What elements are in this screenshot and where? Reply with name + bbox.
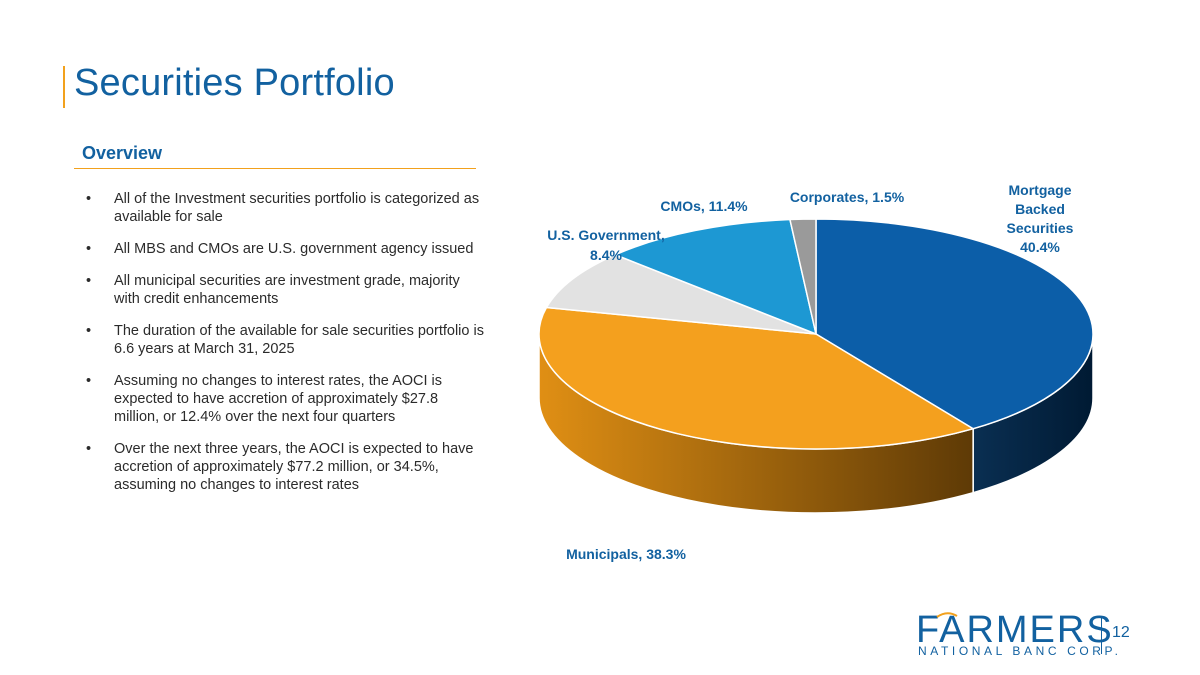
bullet-item: • Assuming no changes to interest rates, … xyxy=(84,372,484,426)
section-divider xyxy=(74,168,476,169)
bullet-item: • All MBS and CMOs are U.S. government ag… xyxy=(84,240,484,258)
bullet-item: • All of the Investment securities portfo… xyxy=(84,190,484,226)
bullet-dot-icon: • xyxy=(86,273,92,289)
label-usgov-1: U.S. Government, xyxy=(547,227,664,243)
label-mbs-2: Backed xyxy=(1015,201,1065,217)
bullet-item: • Over the next three years, the AOCI is … xyxy=(84,440,484,494)
label-cmos: CMOs, 11.4% xyxy=(660,198,748,214)
label-mbs-1: Mortgage xyxy=(1009,182,1072,198)
label-mbs-3: Securities xyxy=(1007,220,1074,236)
bullet-text: Assuming no changes to interest rates, t… xyxy=(114,373,443,425)
logo-wordmark: FARMERS xyxy=(916,609,1114,651)
pie-slice-municipals xyxy=(538,306,975,450)
logo-accent-icon xyxy=(936,612,958,618)
pie-slice-us-government xyxy=(545,253,817,335)
title-accent-bar xyxy=(63,66,65,108)
pie-slice-mbs xyxy=(815,218,1094,430)
label-usgov-2: 8.4% xyxy=(590,247,622,263)
label-mbs-4: 40.4% xyxy=(1020,239,1060,255)
portfolio-pie-chart: Mortgage Backed Securities 40.4% Corpora… xyxy=(538,182,1094,562)
bullet-text: The duration of the available for sale s… xyxy=(114,323,484,357)
page-number: 12 xyxy=(1112,624,1130,641)
logo-tagline: NATIONAL BANC CORP. xyxy=(918,644,1122,658)
page-title: Securities Portfolio xyxy=(74,62,395,104)
bullet-text: All of the Investment securities portfol… xyxy=(114,191,480,225)
bullet-dot-icon: • xyxy=(86,373,92,389)
bullet-text: Over the next three years, the AOCI is e… xyxy=(114,441,474,493)
section-heading: Overview xyxy=(82,143,163,163)
bullet-dot-icon: • xyxy=(86,441,92,457)
label-municipals: Municipals, 38.3% xyxy=(566,546,686,562)
bullet-text: All municipal securities are investment … xyxy=(114,273,460,307)
page-number-divider xyxy=(1101,618,1102,654)
bullet-dot-icon: • xyxy=(86,241,92,257)
bullet-text: All MBS and CMOs are U.S. government age… xyxy=(114,241,474,257)
bullet-item: • The duration of the available for sale … xyxy=(84,322,484,358)
bullet-dot-icon: • xyxy=(86,323,92,339)
pie-slice-corporates xyxy=(789,218,817,335)
pie-tops xyxy=(538,218,1094,450)
bullet-item: • All municipal securities are investment… xyxy=(84,272,484,308)
bullet-dot-icon: • xyxy=(86,191,92,207)
overview-bullet-list: • All of the Investment securities portfo… xyxy=(84,190,484,508)
pie-slice-cmos xyxy=(613,218,818,336)
label-corporates: Corporates, 1.5% xyxy=(790,189,905,205)
